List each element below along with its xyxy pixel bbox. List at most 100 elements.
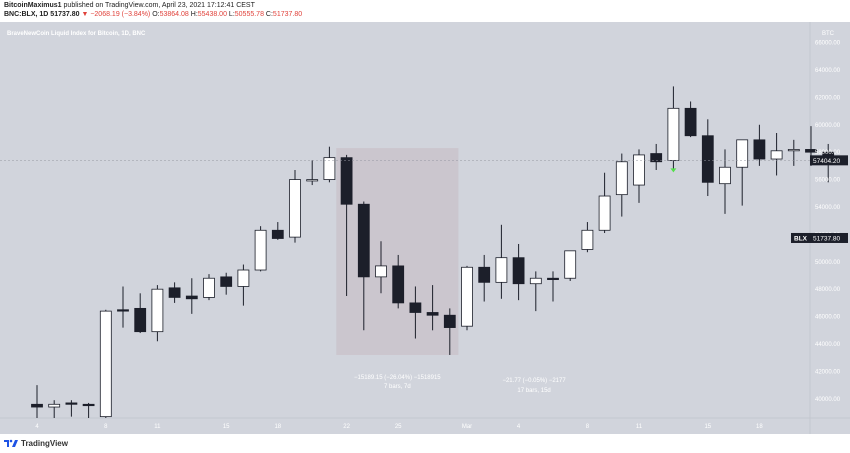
current-price-label: 57404.20 xyxy=(813,158,840,165)
high-value: 55438.00 xyxy=(197,11,227,18)
time-tick-label: 18 xyxy=(756,424,763,430)
current-price-label-bg xyxy=(810,155,848,166)
candle-body xyxy=(168,287,181,298)
candle-body xyxy=(357,203,370,278)
time-tick-label: 4 xyxy=(517,424,521,430)
candle-body xyxy=(289,179,301,238)
candles-layer xyxy=(31,86,835,418)
candle-body xyxy=(805,149,817,153)
candle-body xyxy=(512,257,525,285)
candlestick-chart[interactable]: 40000.00 42000.00 44000.00 46000.00 48000.00… xyxy=(0,22,850,434)
candle-body xyxy=(753,139,766,160)
time-axis-background xyxy=(0,418,850,434)
time-tick-label: 8 xyxy=(586,424,590,430)
price-range-box xyxy=(336,148,459,355)
candle-body xyxy=(770,150,783,160)
close-value: 51737.80 xyxy=(272,11,303,18)
candle-body xyxy=(443,314,456,328)
price-tick-label: 54000.00 xyxy=(815,205,841,211)
candle-body xyxy=(564,250,577,279)
symbol-label: BNC:BLX, 1D xyxy=(4,11,49,18)
candle-body xyxy=(82,403,95,407)
candle-body xyxy=(48,403,61,408)
tradingview-logo[interactable]: TradingView xyxy=(4,438,68,448)
candle-body xyxy=(306,179,319,182)
range-measure-text: −15189.15 (−26.04%) −1518915 xyxy=(354,375,441,381)
high-label: H: xyxy=(190,11,198,18)
price-tick-label: 42000.00 xyxy=(815,369,841,375)
blx-price-label-bg xyxy=(791,232,848,243)
author-name[interactable]: BitcoinMaximus1 xyxy=(4,2,62,9)
price-tick-label: 40000.00 xyxy=(815,397,841,403)
candle-body xyxy=(237,269,250,287)
price-change: ▼ −2068.19 (−3.84%) xyxy=(81,11,151,18)
buy-marker-icon xyxy=(670,168,677,173)
time-axis: 4 8 11 15 18 22 25 Mar 4 8 11 15 18 xyxy=(35,424,763,430)
currency-label: BTC xyxy=(822,31,835,37)
footer: TradingView xyxy=(0,434,850,453)
candle-body xyxy=(461,266,473,327)
candle-body xyxy=(117,309,129,312)
publish-line: BitcoinMaximus1 published on TradingView… xyxy=(4,2,255,9)
candle-body xyxy=(392,265,405,304)
candle-body xyxy=(736,139,749,168)
price-tick-label: 48000.00 xyxy=(815,287,841,293)
range-bars-text: 7 bars, 7d xyxy=(384,384,411,390)
candle-body xyxy=(409,302,422,313)
candle-body xyxy=(203,277,215,298)
blx-price-label: 51737.80 xyxy=(813,235,840,242)
open-value: 53864.08 xyxy=(159,11,189,18)
candle-body xyxy=(375,265,387,278)
annotation-bars-text: 17 bars, 15d xyxy=(517,388,550,394)
candle-body xyxy=(495,257,508,283)
low-value: 50555.78 xyxy=(234,11,264,18)
time-tick-label: 11 xyxy=(636,424,643,430)
price-tick-label: 44000.00 xyxy=(815,342,841,348)
candle-body xyxy=(478,266,491,283)
price-tick-label: 50000.00 xyxy=(815,260,841,266)
candle-body xyxy=(65,402,78,405)
low-label: L: xyxy=(228,11,235,18)
candle-body xyxy=(134,307,147,333)
price-tick-label: 60000.00 xyxy=(815,123,841,129)
time-tick-label: 15 xyxy=(704,424,711,430)
candle-body xyxy=(151,288,164,333)
close-label: C: xyxy=(265,11,273,18)
time-tick-label: 25 xyxy=(395,424,402,430)
candle-body xyxy=(547,277,559,281)
range-box-layer xyxy=(336,148,459,355)
candle-body xyxy=(271,229,284,239)
open-label: O: xyxy=(152,11,160,18)
candle-body xyxy=(701,135,714,183)
candle-body xyxy=(581,229,594,250)
chart-area[interactable]: 40000.00 42000.00 44000.00 46000.00 48000.00… xyxy=(0,22,850,434)
candle-body xyxy=(667,107,680,161)
blx-name-label: BLX xyxy=(794,235,808,242)
candle-body xyxy=(185,295,198,300)
candle-body xyxy=(31,403,43,408)
candle-body xyxy=(650,153,663,163)
candle-body xyxy=(719,166,731,185)
price-tick-label: 62000.00 xyxy=(815,95,841,101)
time-tick-label: 4 xyxy=(35,424,39,430)
candle-body xyxy=(220,276,233,287)
price-tick-label: 58000.00 xyxy=(815,150,841,156)
time-tick-label: 15 xyxy=(223,424,230,430)
candle-body xyxy=(633,154,645,186)
time-tick-label: 8 xyxy=(104,424,108,430)
candle-body xyxy=(615,161,628,196)
candle-body xyxy=(340,157,353,205)
chart-title: BraveNewCoin Liquid Index for Bitcoin, 1… xyxy=(7,31,146,37)
candle-body xyxy=(598,195,611,231)
candle-body xyxy=(529,277,542,285)
time-tick-label: 22 xyxy=(343,424,350,430)
last-price: 51737.80 xyxy=(50,11,80,18)
candle-body xyxy=(426,312,439,316)
price-axis-background xyxy=(810,22,850,418)
candle-body xyxy=(684,107,697,137)
candle-body xyxy=(323,157,336,180)
price-tick-label: 56000.00 xyxy=(815,178,841,184)
time-tick-label: 18 xyxy=(274,424,281,430)
tradingview-brand: TradingView xyxy=(21,438,68,448)
candle-body xyxy=(254,229,267,271)
